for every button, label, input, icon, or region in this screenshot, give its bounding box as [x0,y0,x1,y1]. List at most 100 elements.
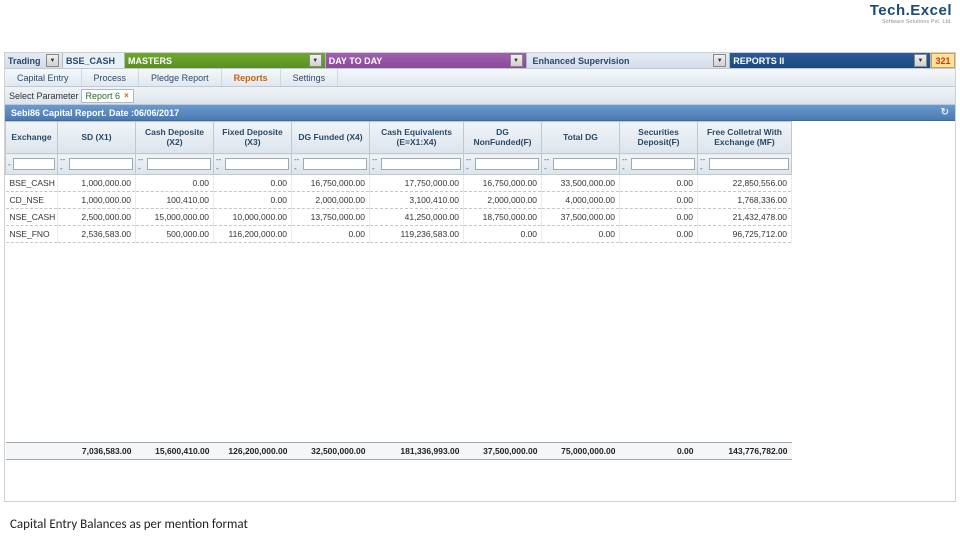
cell-dgf: 2,000,000.00 [292,192,370,209]
filter-cashdep[interactable] [147,158,211,170]
trading-dropdown-icon[interactable]: ▼ [46,54,59,67]
table-row[interactable]: BSE_CASH1,000,000.000.000.0016,750,000.0… [6,175,792,192]
table-row[interactable]: NSE_FNO2,536,583.00500,000.00116,200,000… [6,226,792,243]
tab-settings[interactable]: Settings [281,69,339,86]
daytoday-dropdown-icon[interactable]: ▼ [510,54,523,67]
total-dgfunded: 32,500,000.00 [292,443,370,460]
cell-fd: 0.00 [214,175,292,192]
nav-trading[interactable]: Trading ▼ [5,53,63,68]
col-free-collateral[interactable]: Free Colletral With Exchange (MF) [698,122,792,154]
cell-free: 22,850,556.00 [698,175,792,192]
filter-dgfunded[interactable] [303,158,367,170]
slide-caption: Capital Entry Balances as per mention fo… [10,517,248,532]
report-title-bar: Sebi86 Capital Report. Date :06/06/2017 … [5,105,955,121]
tab-process[interactable]: Process [82,69,140,86]
filter-op-icon[interactable]: --- [700,155,707,173]
filter-fixeddep[interactable] [225,158,289,170]
cell-tdg: 4,000,000.00 [542,192,620,209]
nav-masters-label: MASTERS [128,56,172,66]
primary-nav: Trading ▼ BSE_CASH MASTERS ▼ DAY TO DAY … [5,53,955,69]
cell-free: 21,432,478.00 [698,209,792,226]
filter-free[interactable] [709,158,789,170]
cell-dgf: 13,750,000.00 [292,209,370,226]
cell-dgf: 0.00 [292,226,370,243]
col-securities-deposit[interactable]: Securities Deposit(F) [620,122,698,154]
tab-pledge-report[interactable]: Pledge Report [139,69,222,86]
nav-reports-ii-label: REPORTS II [733,56,784,66]
filter-op-icon[interactable]: --- [622,155,629,173]
secondary-nav: Capital Entry Process Pledge Report Repo… [5,69,955,87]
filter-op-icon[interactable]: --- [466,155,473,173]
cell-sd: 1,000,000.00 [58,175,136,192]
filter-op-icon[interactable]: --- [372,155,379,173]
reports2-dropdown-icon[interactable]: ▼ [914,54,927,67]
total-cashequiv: 181,336,993.00 [370,443,464,460]
filter-op-icon[interactable]: --- [216,155,223,173]
filter-op-icon[interactable]: --- [544,155,551,173]
brand-sub: Software Solutions Pvt. Ltd. [870,19,952,25]
nav-enhanced[interactable]: Enhanced Supervision ▼ [527,53,731,68]
cell-sdep: 0.00 [620,192,698,209]
cell-ce: 41,250,000.00 [370,209,464,226]
filter-totaldg[interactable] [553,158,617,170]
filter-label: Select Parameter [9,91,79,101]
cell-sdep: 0.00 [620,175,698,192]
col-dg-funded[interactable]: DG Funded (X4) [292,122,370,154]
cell-dgn: 16,750,000.00 [464,175,542,192]
col-sd[interactable]: SD (X1) [58,122,136,154]
nav-reports-ii[interactable]: REPORTS II ▼ [730,53,931,68]
app-window: Trading ▼ BSE_CASH MASTERS ▼ DAY TO DAY … [4,52,956,502]
col-dg-nonfunded[interactable]: DG NonFunded(F) [464,122,542,154]
total-sd: 7,036,583.00 [58,443,136,460]
nav-daytoday-label: DAY TO DAY [329,56,383,66]
filter-op-icon[interactable]: --- [60,155,67,173]
column-filter-row: - --- --- --- --- --- --- --- --- --- [6,154,792,175]
filter-dgnonfund[interactable] [475,158,539,170]
report-title: Sebi86 Capital Report. Date :06/06/2017 [11,108,179,118]
filter-op-icon[interactable]: --- [294,155,301,173]
col-total-dg[interactable]: Total DG [542,122,620,154]
cell-sdep: 0.00 [620,209,698,226]
cell-cd: 0.00 [136,175,214,192]
masters-dropdown-icon[interactable]: ▼ [309,54,322,67]
filter-sd[interactable] [69,158,133,170]
total-exchange [6,443,58,460]
col-fixed-deposite[interactable]: Fixed Deposite (X3) [214,122,292,154]
nav-bse-cash[interactable]: BSE_CASH [63,53,125,68]
col-cash-equivalents[interactable]: Cash Equivalents (E=X1:X4) [370,122,464,154]
nav-daytoday[interactable]: DAY TO DAY ▼ [326,53,527,68]
cell-ex: CD_NSE [6,192,58,209]
filter-op-icon[interactable]: - [8,160,11,169]
cell-ce: 119,236,583.00 [370,226,464,243]
brand-part2: Excel [910,2,952,19]
nav-trading-label: Trading [8,56,41,66]
enhanced-dropdown-icon[interactable]: ▼ [713,54,726,67]
cell-free: 96,725,712.00 [698,226,792,243]
close-icon[interactable]: × [124,91,129,100]
col-cash-deposite[interactable]: Cash Deposite (X2) [136,122,214,154]
tab-reports[interactable]: Reports [222,69,281,86]
report-table-wrap: Exchange SD (X1) Cash Deposite (X2) Fixe… [5,121,788,460]
cell-sd: 2,500,000.00 [58,209,136,226]
filter-tab-report6[interactable]: Report 6 × [81,89,134,103]
cell-cd: 15,000,000.00 [136,209,214,226]
cell-dgf: 16,750,000.00 [292,175,370,192]
brand-part1: Tech. [870,2,911,19]
cell-ce: 3,100,410.00 [370,192,464,209]
cell-tdg: 33,500,000.00 [542,175,620,192]
cell-ex: BSE_CASH [6,175,58,192]
table-row[interactable]: CD_NSE1,000,000.00100,410.000.002,000,00… [6,192,792,209]
tab-capital-entry[interactable]: Capital Entry [5,69,82,86]
filter-op-icon[interactable]: --- [138,155,145,173]
badge-321[interactable]: 321 [931,53,955,68]
cell-ex: NSE_FNO [6,226,58,243]
report-table: Exchange SD (X1) Cash Deposite (X2) Fixe… [5,121,792,460]
filter-cashequiv[interactable] [381,158,461,170]
col-exchange[interactable]: Exchange [6,122,58,154]
refresh-icon[interactable]: ↻ [941,107,949,118]
brand-logo: Tech.Excel Software Solutions Pvt. Ltd. [870,2,952,25]
nav-masters[interactable]: MASTERS ▼ [125,53,326,68]
table-row[interactable]: NSE_CASH2,500,000.0015,000,000.0010,000,… [6,209,792,226]
filter-secdep[interactable] [631,158,695,170]
filter-exchange[interactable] [13,158,55,170]
